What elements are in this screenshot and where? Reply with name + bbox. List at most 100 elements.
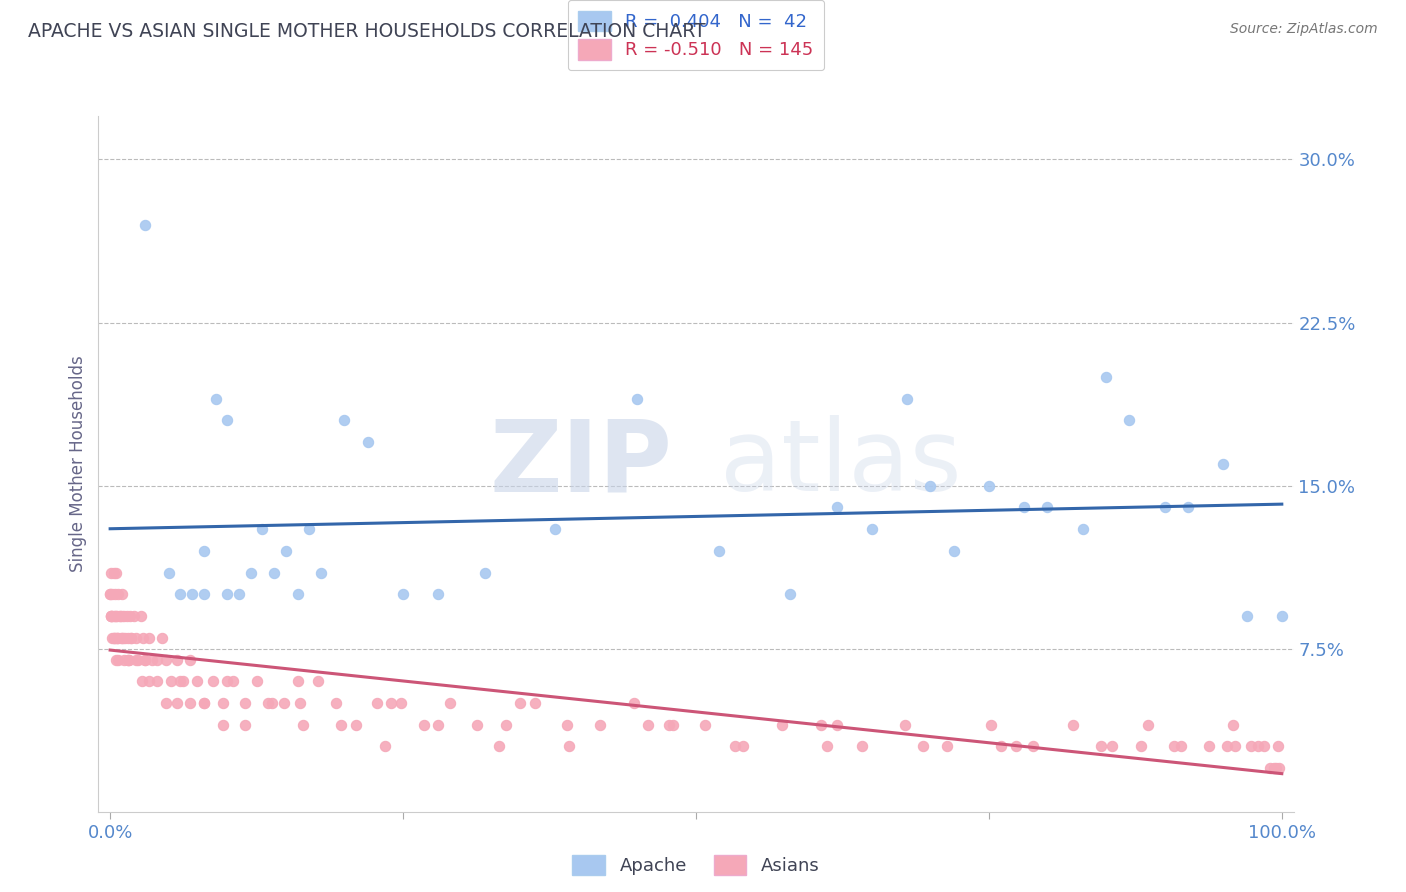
Point	[1137, 717, 1160, 731]
Point	[120, 631, 142, 645]
Point	[181, 587, 204, 601]
Point	[427, 587, 450, 601]
Legend: Apache, Asians: Apache, Asians	[565, 847, 827, 883]
Point	[935, 739, 957, 754]
Point	[509, 696, 531, 710]
Point	[112, 631, 135, 645]
Point	[138, 674, 160, 689]
Point	[851, 739, 873, 754]
Point	[1198, 739, 1220, 754]
Point	[111, 587, 134, 601]
Point	[246, 674, 269, 689]
Point	[770, 717, 793, 731]
Point	[558, 739, 581, 754]
Point	[179, 696, 201, 710]
Point	[344, 717, 367, 731]
Point	[118, 652, 141, 666]
Point	[138, 631, 160, 645]
Point	[228, 587, 250, 601]
Text: atlas: atlas	[720, 416, 962, 512]
Point	[1263, 761, 1285, 775]
Point	[217, 413, 239, 427]
Point	[150, 631, 173, 645]
Point	[524, 696, 547, 710]
Point	[157, 566, 180, 580]
Point	[1265, 761, 1288, 775]
Point	[101, 609, 124, 624]
Point	[274, 544, 297, 558]
Point	[103, 609, 125, 624]
Point	[474, 566, 496, 580]
Point	[488, 739, 510, 754]
Point	[257, 696, 280, 710]
Point	[298, 522, 321, 536]
Point	[105, 609, 128, 624]
Point	[427, 717, 450, 731]
Point	[169, 674, 191, 689]
Point	[374, 739, 396, 754]
Point	[389, 696, 412, 710]
Point	[100, 609, 122, 624]
Point	[815, 739, 838, 754]
Point	[1267, 739, 1289, 754]
Point	[239, 566, 262, 580]
Point	[287, 674, 309, 689]
Point	[169, 587, 191, 601]
Point	[1062, 717, 1084, 731]
Point	[146, 674, 169, 689]
Point	[1253, 739, 1275, 754]
Point	[779, 587, 801, 601]
Point	[193, 587, 215, 601]
Point	[104, 631, 127, 645]
Point	[115, 609, 138, 624]
Point	[1101, 739, 1123, 754]
Point	[108, 609, 131, 624]
Point	[825, 500, 848, 515]
Point	[160, 674, 183, 689]
Point	[120, 631, 142, 645]
Point	[731, 739, 754, 754]
Point	[1222, 717, 1244, 731]
Point	[104, 587, 127, 601]
Point	[101, 631, 124, 645]
Point	[105, 609, 128, 624]
Point	[860, 522, 883, 536]
Text: APACHE VS ASIAN SINGLE MOTHER HOUSEHOLDS CORRELATION CHART: APACHE VS ASIAN SINGLE MOTHER HOUSEHOLDS…	[28, 22, 706, 41]
Point	[114, 631, 136, 645]
Point	[661, 717, 683, 731]
Point	[1247, 739, 1270, 754]
Point	[1177, 500, 1199, 515]
Point	[131, 674, 153, 689]
Point	[233, 696, 256, 710]
Point	[108, 609, 131, 624]
Y-axis label: Single Mother Households: Single Mother Households	[69, 356, 87, 572]
Point	[155, 652, 177, 666]
Point	[555, 717, 578, 731]
Point	[141, 652, 163, 666]
Point	[217, 587, 239, 601]
Point	[120, 609, 142, 624]
Point	[893, 717, 915, 731]
Point	[129, 609, 152, 624]
Point	[132, 631, 155, 645]
Point	[105, 631, 128, 645]
Point	[103, 631, 125, 645]
Point	[658, 717, 681, 731]
Point	[810, 717, 832, 731]
Point	[439, 696, 461, 710]
Point	[990, 739, 1012, 754]
Point	[273, 696, 295, 710]
Point	[117, 652, 139, 666]
Point	[104, 609, 127, 624]
Point	[134, 652, 156, 666]
Point	[105, 566, 128, 580]
Point	[287, 587, 309, 601]
Point	[204, 392, 226, 406]
Point	[637, 717, 659, 731]
Text: Source: ZipAtlas.com: Source: ZipAtlas.com	[1230, 22, 1378, 37]
Point	[101, 587, 124, 601]
Point	[292, 717, 315, 731]
Point	[495, 717, 517, 731]
Point	[193, 544, 215, 558]
Point	[544, 522, 567, 536]
